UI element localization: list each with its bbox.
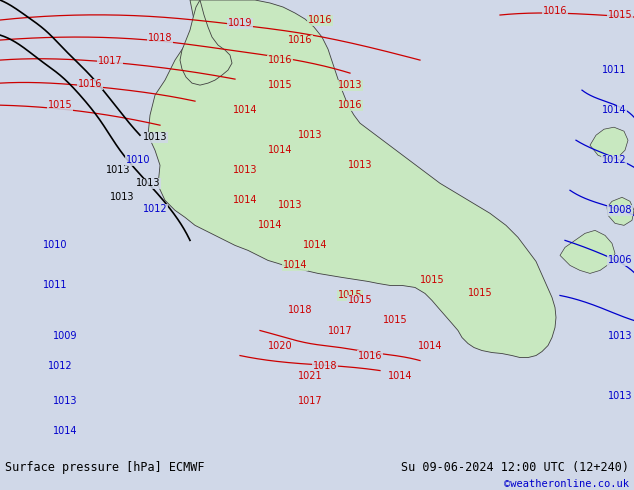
Text: 1013: 1013 xyxy=(298,130,322,140)
Text: 1015: 1015 xyxy=(468,289,493,298)
Text: 1010: 1010 xyxy=(126,155,150,165)
Text: 1014: 1014 xyxy=(233,196,257,205)
Text: Su 09-06-2024 12:00 UTC (12+240): Su 09-06-2024 12:00 UTC (12+240) xyxy=(401,461,629,474)
Text: 1014: 1014 xyxy=(418,341,443,350)
Text: 1017: 1017 xyxy=(328,325,353,336)
Polygon shape xyxy=(607,197,634,225)
Polygon shape xyxy=(180,0,232,85)
Text: 1013: 1013 xyxy=(338,80,362,90)
Text: 1015: 1015 xyxy=(383,316,407,325)
Text: 1016: 1016 xyxy=(543,6,567,16)
Text: ©weatheronline.co.uk: ©weatheronline.co.uk xyxy=(504,479,629,489)
Text: 1012: 1012 xyxy=(143,204,167,214)
Text: 1015: 1015 xyxy=(420,275,444,286)
Text: 1012: 1012 xyxy=(602,155,626,165)
Text: 1017: 1017 xyxy=(98,56,122,66)
Text: 1013: 1013 xyxy=(348,160,372,170)
Text: 1015: 1015 xyxy=(268,80,292,90)
Text: 1013: 1013 xyxy=(608,391,632,401)
Text: 1018: 1018 xyxy=(313,361,337,370)
Polygon shape xyxy=(590,127,628,159)
Text: 1011: 1011 xyxy=(602,65,626,75)
Text: 1016: 1016 xyxy=(268,55,292,65)
Text: 1016: 1016 xyxy=(358,350,382,361)
Text: 1020: 1020 xyxy=(268,341,292,350)
Text: 1017: 1017 xyxy=(298,395,322,406)
Text: 1013: 1013 xyxy=(233,165,257,175)
Text: 1013: 1013 xyxy=(608,331,632,341)
Text: 1013: 1013 xyxy=(110,192,134,202)
Text: 1016: 1016 xyxy=(288,35,313,45)
Text: 1014: 1014 xyxy=(602,105,626,115)
Text: 1015: 1015 xyxy=(48,100,72,110)
Text: 1014: 1014 xyxy=(303,241,327,250)
Text: 1021: 1021 xyxy=(298,370,322,381)
Text: 1006: 1006 xyxy=(608,255,632,266)
Text: 1011: 1011 xyxy=(42,280,67,291)
Text: 1014: 1014 xyxy=(258,220,282,230)
Text: 1015: 1015 xyxy=(347,295,372,305)
Text: 1016: 1016 xyxy=(338,100,362,110)
Text: 1013: 1013 xyxy=(106,165,130,175)
Text: 1014: 1014 xyxy=(283,260,307,270)
Polygon shape xyxy=(148,0,556,358)
Text: 1019: 1019 xyxy=(228,18,252,28)
Text: 1014: 1014 xyxy=(233,105,257,115)
Text: 1013: 1013 xyxy=(278,200,302,210)
Text: 1014: 1014 xyxy=(53,426,77,436)
Text: 1014: 1014 xyxy=(268,145,292,155)
Text: Surface pressure [hPa] ECMWF: Surface pressure [hPa] ECMWF xyxy=(5,461,205,474)
Text: 1016: 1016 xyxy=(307,15,332,25)
Text: 1013: 1013 xyxy=(143,132,167,142)
Text: 1010: 1010 xyxy=(42,241,67,250)
Text: 1018: 1018 xyxy=(148,33,172,43)
Polygon shape xyxy=(560,230,615,273)
Text: 1013: 1013 xyxy=(136,178,160,188)
Text: 1009: 1009 xyxy=(53,331,77,341)
Text: 1014: 1014 xyxy=(388,370,412,381)
Text: 1012: 1012 xyxy=(48,361,72,370)
Text: 1016: 1016 xyxy=(78,79,102,89)
Text: 1015: 1015 xyxy=(338,291,362,300)
Text: 1008: 1008 xyxy=(608,205,632,215)
Text: 1015: 1015 xyxy=(607,10,632,20)
Text: 1018: 1018 xyxy=(288,305,313,316)
Text: 1013: 1013 xyxy=(53,395,77,406)
